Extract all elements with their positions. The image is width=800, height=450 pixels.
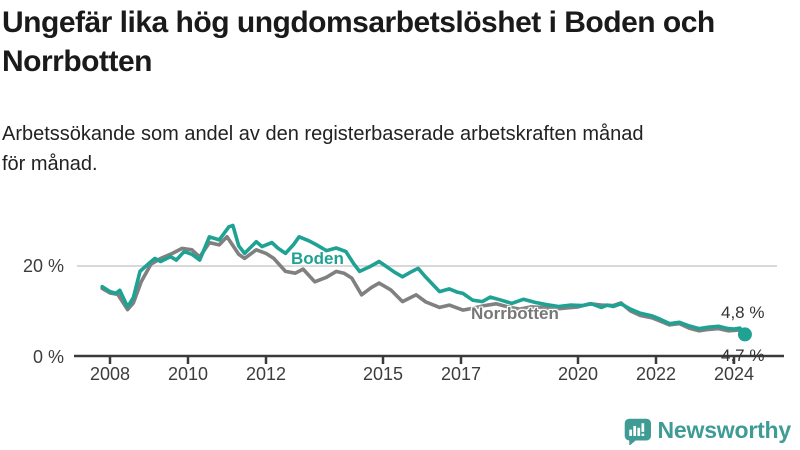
chart-title: Ungefär lika hög ungdomsarbetslöshet i B… xyxy=(2,6,715,78)
x-axis-tick-label-2020: 2020 xyxy=(557,364,599,384)
x-axis-tick-label-2012: 2012 xyxy=(245,364,287,384)
series-label-norrbotten: Norrbotten xyxy=(471,304,559,323)
end-value-label-norrbotten: 4,7 % xyxy=(721,346,765,365)
x-axis-tick-label-2024: 2024 xyxy=(713,364,755,384)
chart-subtitle: Arbetssökande som andel av den registerb… xyxy=(2,123,644,175)
y-axis-tick-label-0: 0 % xyxy=(32,347,64,367)
series-label-boden: Boden xyxy=(291,249,344,268)
y-axis-tick-label-20: 20 % xyxy=(22,256,64,276)
x-axis-tick-label-2022: 2022 xyxy=(635,364,677,384)
newsworthy-logo-icon xyxy=(624,418,651,445)
x-axis-tick-label-2008: 2008 xyxy=(89,364,131,384)
end-value-label-boden: 4,8 % xyxy=(721,303,765,322)
x-axis-tick-label-2010: 2010 xyxy=(167,364,209,384)
newsworthy-brand-link[interactable]: Newsworthy xyxy=(622,416,791,445)
x-axis-tick-label-2015: 2015 xyxy=(362,364,404,384)
newsworthy-brand-text: Newsworthy xyxy=(657,417,792,443)
x-axis-tick-label-2017: 2017 xyxy=(440,364,482,384)
